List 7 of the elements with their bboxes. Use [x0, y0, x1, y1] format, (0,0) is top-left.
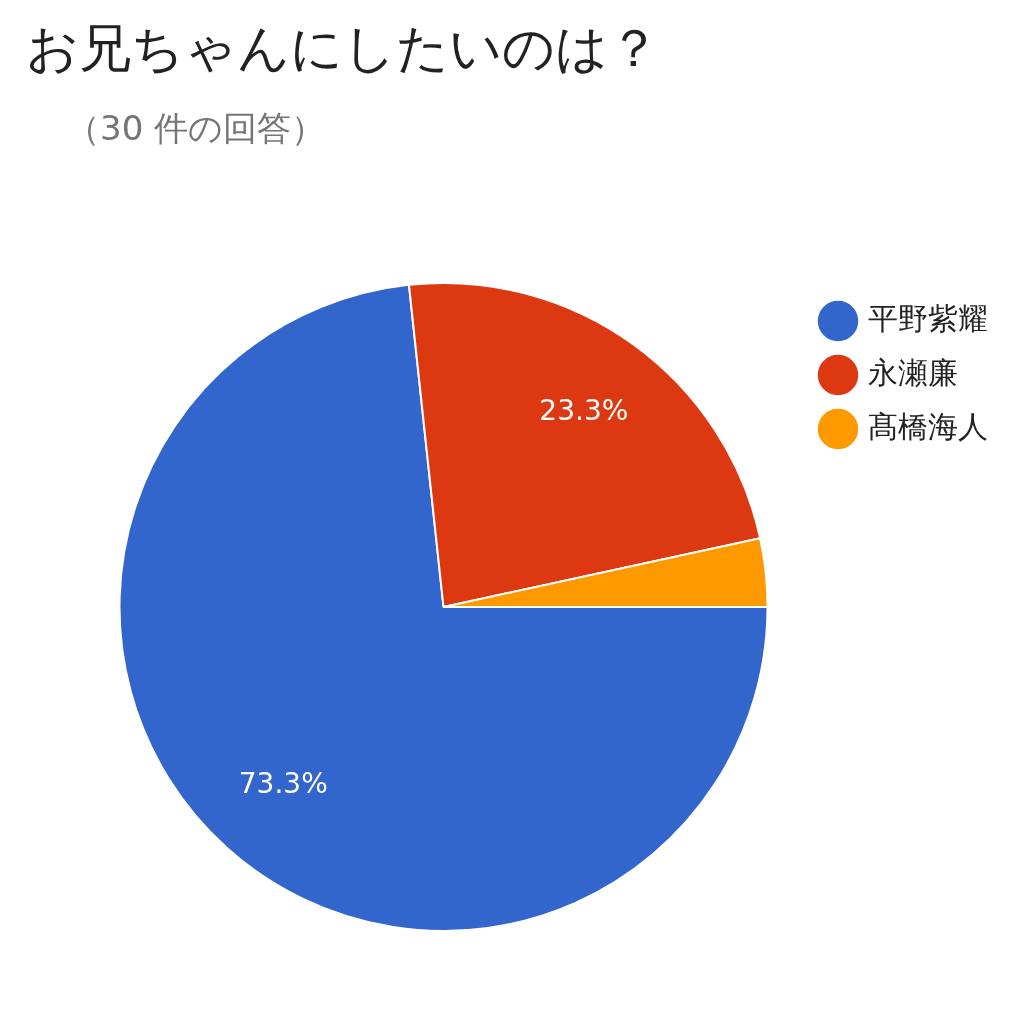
- legend-label: 平野紫耀: [868, 300, 988, 336]
- legend-label: 髙橋海人: [868, 408, 988, 444]
- data-label: 23.3%: [539, 393, 629, 427]
- legend-label: 永瀬廉: [868, 354, 958, 390]
- data-label: 73.3%: [238, 766, 328, 800]
- chart-subtitle: （30 件の回答）: [65, 107, 327, 150]
- chart-title: お兄ちゃんにしたいのは？: [25, 17, 661, 80]
